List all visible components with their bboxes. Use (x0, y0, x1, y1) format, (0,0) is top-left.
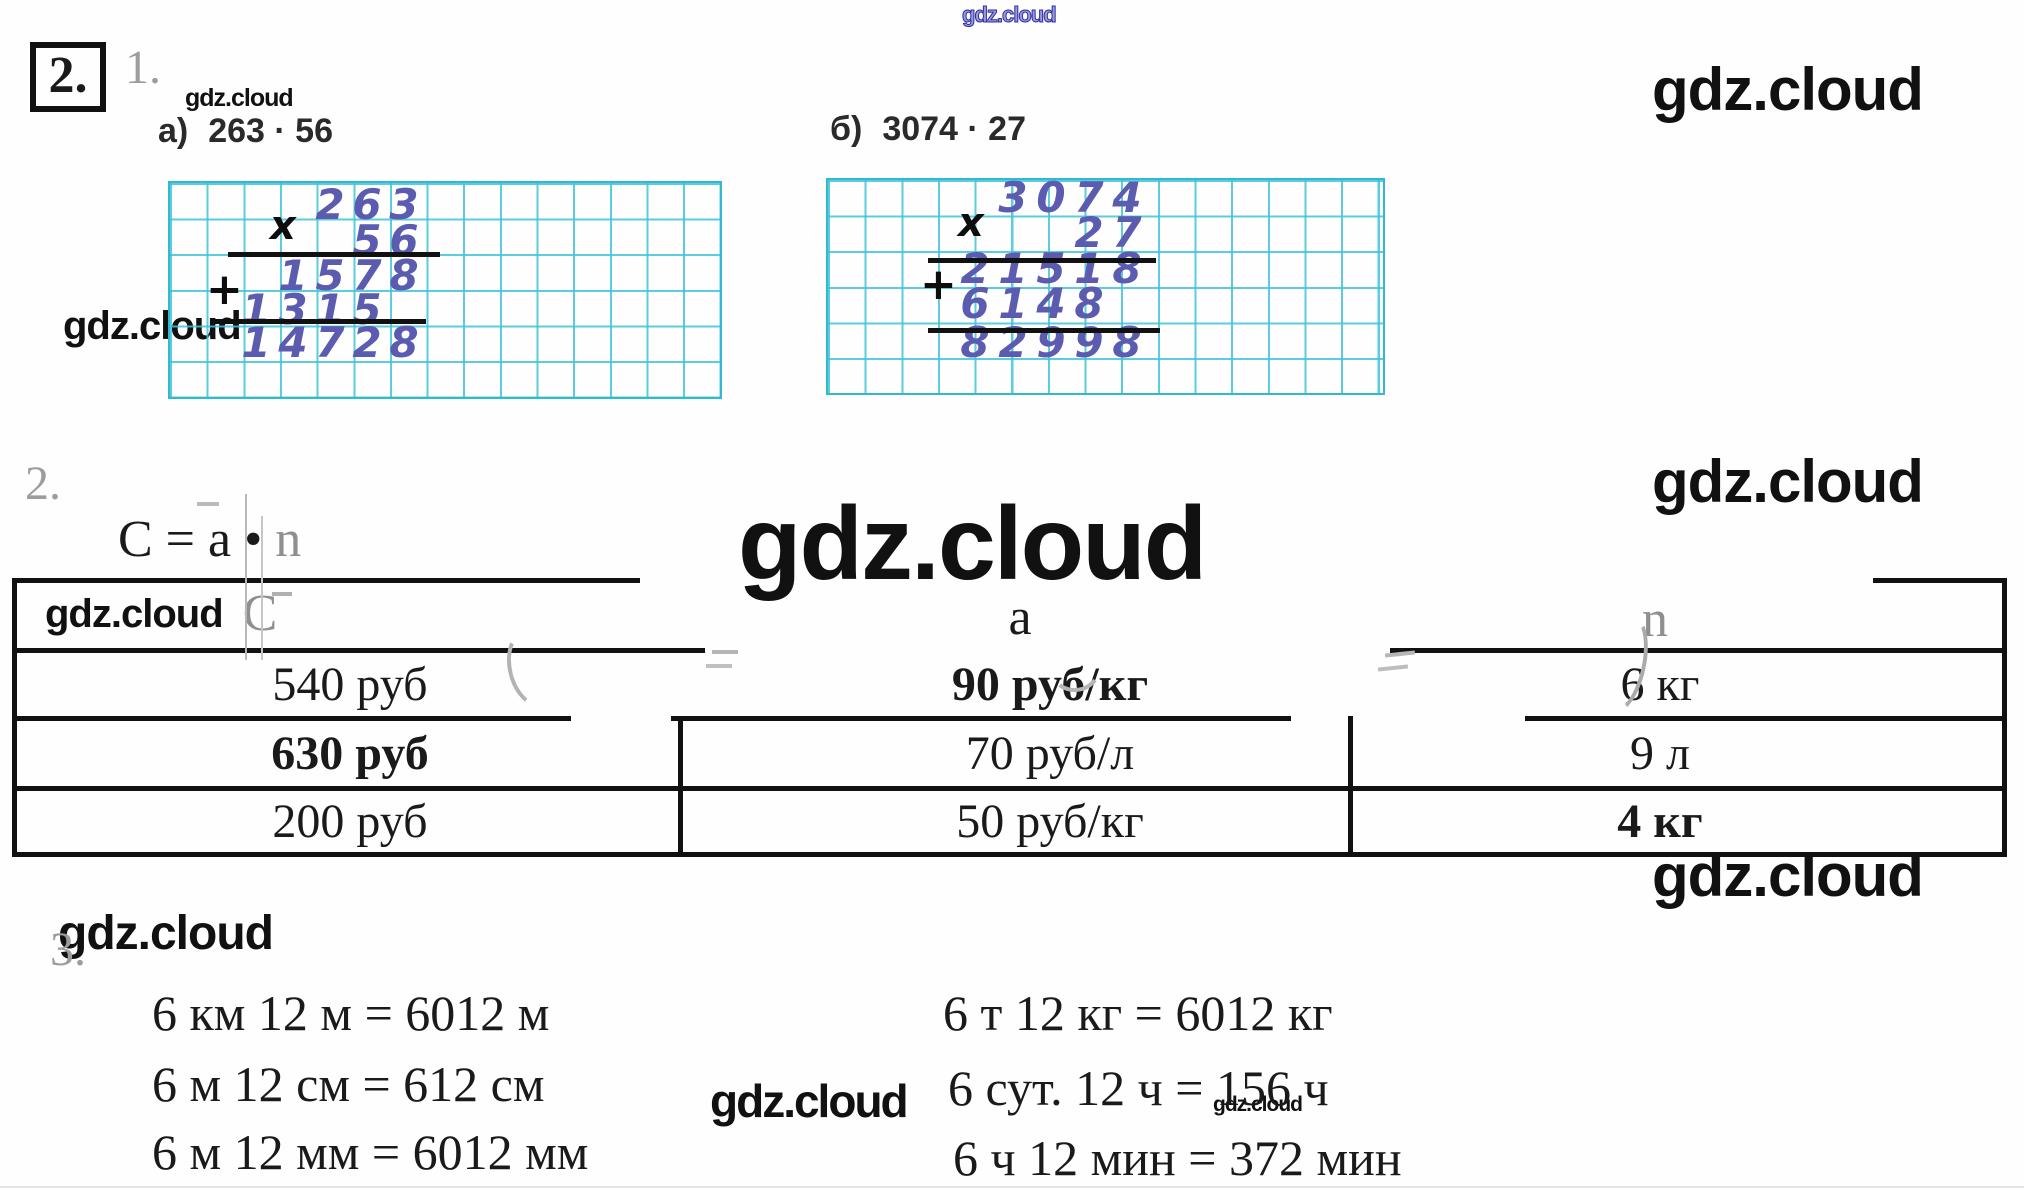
handwritten-digit: 4 (1036, 279, 1066, 328)
handwritten-digit: 2 (1074, 208, 1104, 257)
part-b-label: б) (830, 110, 863, 148)
table-divider-c-a (678, 716, 683, 857)
subtask-number-3: 3. (50, 923, 86, 976)
table-cell: 200 руб (272, 794, 428, 848)
table-cell: 540 руб (272, 657, 428, 711)
handwritten-digit: 7 (1112, 208, 1142, 257)
watermark-gdz-cloud: gdz.cloud (1652, 56, 1924, 123)
handwritten-digit: 3 (998, 173, 1028, 222)
watermark-gdz-cloud: gdz.cloud (738, 486, 1207, 602)
page-edge-line (0, 1186, 2024, 1188)
handwritten-digit: 7 (352, 251, 382, 300)
handwritten-digit: 4 (1112, 173, 1142, 222)
handwritten-digit: 4 (278, 318, 308, 367)
part-b-heading: б) 3074 · 27 (830, 112, 1026, 146)
artifact-dash (197, 502, 219, 506)
problem-number-box: 2. (30, 42, 106, 112)
result-line (928, 328, 1160, 333)
table-line-row1-bottom (1525, 716, 2007, 721)
plus-sign-b: + (920, 259, 957, 310)
watermark-gdz-cloud: gdz.cloud (1652, 448, 1924, 515)
handwritten-digit: 1 (998, 244, 1028, 293)
handwritten-digit: 5 (315, 251, 345, 300)
handwritten-digit: 1 (241, 318, 271, 367)
handwritten-digit: 2 (315, 180, 345, 229)
table-header-c: C (242, 585, 278, 642)
handwritten-digit: 3 (389, 180, 419, 229)
table-cell: 630 руб (271, 726, 429, 780)
table-line-row1-bottom (12, 716, 571, 721)
handwritten-digit: 0 (1036, 173, 1066, 222)
result-line (214, 319, 426, 324)
table-border-top (12, 578, 640, 583)
handwritten-digit: 8 (389, 318, 419, 367)
handwritten-digit: 8 (1112, 244, 1142, 293)
table-cell: 9 л (1630, 726, 1690, 780)
multiply-sign-b: x (958, 200, 984, 246)
table-line-header-bottom (1390, 648, 2007, 653)
formula-main: C = a • (118, 511, 263, 568)
handwritten-digit: 7 (1074, 173, 1104, 222)
handwritten-digit: 1 (998, 279, 1028, 328)
table-border-top (1873, 578, 2007, 583)
subtask-number-1: 1. (125, 41, 161, 94)
table-line-header-bottom (12, 648, 705, 653)
handwritten-digit: 7 (315, 318, 345, 367)
handwritten-digit: 6 (960, 279, 990, 328)
handwritten-digit: 1 (1074, 244, 1104, 293)
table-divider-a-n (1348, 716, 1353, 857)
watermark-gdz-cloud: gdz.cloud (185, 84, 294, 112)
artifact-dash (272, 592, 292, 596)
table-cell: 6 кг (1620, 657, 1700, 711)
subtask-number-2: 2. (25, 457, 61, 510)
handwritten-digit: 5 (1036, 244, 1066, 293)
handwritten-digit: 6 (352, 180, 382, 229)
conversion-line: 6 ч 12 мин = 372 мин (953, 1130, 1402, 1186)
table-line-row2-bottom (12, 786, 2007, 791)
artifact-line (245, 494, 247, 660)
formula-variable-n: n (275, 511, 302, 568)
conversion-line: 6 т 12 кг = 6012 кг (943, 985, 1333, 1041)
table-border-bottom (12, 852, 2007, 857)
watermark-gdz-cloud: gdz.cloud (962, 2, 1058, 27)
conversion-line: 6 м 12 мм = 6012 мм (152, 1124, 589, 1180)
table-cell: 90 руб/кг (951, 657, 1149, 711)
artifact-dash (712, 650, 738, 654)
handwritten-digit: 8 (1074, 279, 1104, 328)
part-b-expression: 3074 · 27 (882, 110, 1026, 148)
handwritten-digit: 2 (960, 244, 990, 293)
table-border-left (12, 578, 17, 857)
result-line (228, 252, 440, 257)
conversion-line: 6 м 12 см = 612 см (152, 1056, 545, 1112)
part-a-expression: 263 · 56 (208, 112, 333, 150)
artifact-dash (706, 664, 732, 668)
table-line-row1-bottom (671, 716, 1291, 721)
watermark-gdz-cloud: gdz.cloud (58, 907, 274, 960)
multiply-sign-a: x (270, 203, 296, 249)
conversion-line: 6 км 12 м = 6012 м (152, 985, 550, 1041)
artifact-line (261, 516, 263, 660)
watermark-gdz-cloud: gdz.cloud (45, 592, 224, 636)
table-cell: 70 руб/л (965, 726, 1135, 780)
table-header-n: n (1642, 591, 1668, 648)
table-border-right (2002, 578, 2007, 857)
conversion-line: 6 сут. 12 ч = 156 ч (948, 1060, 1329, 1116)
plus-sign-a: + (206, 264, 243, 315)
table-cell: 4 кг (1617, 794, 1703, 848)
table-header-a: a (1008, 589, 1032, 646)
table-cell: 50 руб/кг (956, 794, 1144, 848)
handwritten-digit: 8 (389, 251, 419, 300)
watermark-gdz-cloud: gdz.cloud (1213, 1093, 1303, 1116)
part-a-heading: а) 263 · 56 (158, 114, 333, 148)
cost-formula: C = a • n (118, 514, 301, 566)
watermark-gdz-cloud: gdz.cloud (710, 1075, 909, 1127)
handwritten-digit: 1 (278, 251, 308, 300)
result-line (928, 258, 1156, 263)
handwritten-digit: 2 (352, 318, 382, 367)
part-a-label: а) (158, 112, 189, 150)
